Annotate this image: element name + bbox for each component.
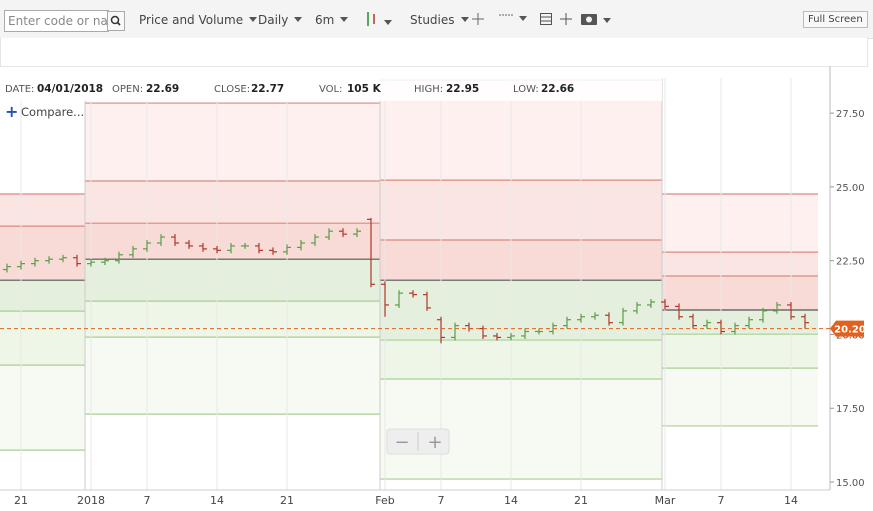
pivot-zone xyxy=(0,280,85,312)
studies-menu[interactable]: Studies xyxy=(410,13,469,27)
x-tick-label: 7 xyxy=(144,494,151,507)
full-screen-button[interactable]: Full Screen xyxy=(803,11,868,28)
crosshair-tool[interactable] xyxy=(472,12,484,29)
interval-menu[interactable]: Daily xyxy=(258,13,302,27)
last-price-label: 20.20 xyxy=(834,325,866,336)
info-label: VOL: xyxy=(319,84,342,95)
pivot-zone xyxy=(662,334,818,369)
pivot-zone xyxy=(85,103,380,181)
info-value: 22.66 xyxy=(541,83,574,95)
pivot-zone xyxy=(85,181,380,224)
x-tick-label: 21 xyxy=(574,494,588,507)
compare-link[interactable]: Compare... xyxy=(21,105,84,119)
x-tick-label: Feb xyxy=(375,494,394,507)
pivot-zone xyxy=(0,226,85,281)
last-price-box xyxy=(830,320,864,337)
pivot-zone xyxy=(662,193,818,253)
pivot-zone xyxy=(380,280,662,341)
pivot-zone xyxy=(85,337,380,415)
bar-style-menu[interactable] xyxy=(364,11,392,30)
pivot-zone xyxy=(0,193,85,227)
x-tick-label: Mar xyxy=(655,494,676,507)
x-tick-label: 14 xyxy=(210,494,224,507)
range-menu[interactable]: 6m xyxy=(315,13,348,27)
snapshot-menu[interactable] xyxy=(581,12,611,28)
search-input[interactable]: Enter code or name xyxy=(4,10,109,32)
y-tick-label: 25.00 xyxy=(836,183,865,194)
draw-tool[interactable] xyxy=(499,12,527,26)
x-tick-label: 2018 xyxy=(77,494,105,507)
pivot-zone xyxy=(85,259,380,302)
info-label: DATE: xyxy=(5,84,34,95)
zoom-in[interactable]: + xyxy=(427,432,442,453)
x-tick-label: 21 xyxy=(14,494,28,507)
chart: 21201871421Feb71421Mar71415.0017.5020.00… xyxy=(0,66,866,507)
pivot-zone xyxy=(662,309,818,335)
y-tick-label: 15.00 xyxy=(836,478,865,489)
info-label: OPEN: xyxy=(112,84,143,95)
pivot-zone xyxy=(85,301,380,338)
info-value: 105 K xyxy=(347,83,382,95)
compare-bar xyxy=(0,38,868,67)
info-label: CLOSE: xyxy=(214,84,250,95)
pivot-zone xyxy=(380,340,662,380)
x-tick-label: 7 xyxy=(718,494,725,507)
toolbar: Enter code or name Price and Volume Dail… xyxy=(0,0,873,39)
x-tick-label: 7 xyxy=(438,494,445,507)
pivot-zone xyxy=(662,368,818,426)
compare-plus: + xyxy=(5,102,18,121)
table-tool[interactable] xyxy=(540,13,552,28)
info-value: 22.77 xyxy=(251,83,284,95)
x-tick-label: 14 xyxy=(504,494,518,507)
search-button[interactable] xyxy=(107,11,125,31)
chart-type-menu[interactable]: Price and Volume xyxy=(139,13,257,27)
pivot-zone xyxy=(380,240,662,281)
info-value: 04/01/2018 xyxy=(37,83,103,95)
pivot-zone xyxy=(0,365,85,451)
y-tick-label: 22.50 xyxy=(836,257,865,268)
pivot-zone xyxy=(85,223,380,260)
info-value: 22.95 xyxy=(446,83,479,95)
pivot-zone xyxy=(662,252,818,277)
x-tick-label: 14 xyxy=(784,494,798,507)
info-bar xyxy=(0,76,662,101)
y-tick-label: 27.50 xyxy=(836,109,865,120)
x-tick-label: 21 xyxy=(280,494,294,507)
y-tick-label: 17.50 xyxy=(836,404,865,415)
move-tool[interactable] xyxy=(560,13,572,28)
info-value: 22.69 xyxy=(146,83,179,95)
info-label: HIGH: xyxy=(414,84,443,95)
info-label: LOW: xyxy=(513,84,539,95)
pivot-zone xyxy=(0,311,85,366)
pivot-zone xyxy=(380,180,662,241)
pivot-zone xyxy=(662,276,818,310)
zoom-out[interactable]: − xyxy=(394,432,409,453)
